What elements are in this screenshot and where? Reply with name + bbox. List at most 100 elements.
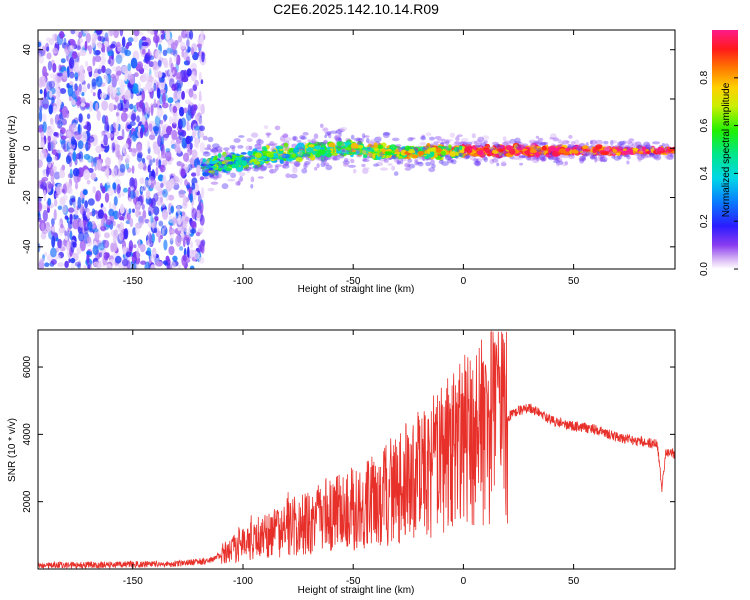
heatmap-cell (121, 36, 126, 48)
heatmap-cell (514, 155, 520, 161)
heatmap-cell (186, 39, 190, 48)
heatmap-cell (189, 135, 193, 142)
heatmap-cell (100, 92, 107, 99)
heatmap-cell (166, 47, 174, 54)
heatmap-cell (150, 217, 156, 229)
heatmap-cell (267, 153, 274, 158)
heatmap-cell (150, 214, 154, 224)
heatmap-cell (186, 56, 191, 66)
heatmap-cell (104, 168, 110, 177)
heatmap-cell (652, 141, 660, 145)
heatmap-cell (105, 219, 112, 226)
heatmap-cell (167, 40, 171, 49)
heatmap-cell (199, 125, 205, 132)
heatmap-cell (94, 32, 97, 41)
heatmap-marks (38, 30, 675, 269)
heatmap-cell (141, 90, 146, 102)
heatmap-cell (77, 140, 84, 150)
heatmap-cell (333, 135, 339, 140)
heatmap-cell (56, 183, 63, 195)
heatmap-cell (53, 105, 61, 112)
heatmap-cell (541, 145, 547, 151)
heatmap-cell (78, 113, 83, 123)
heatmap-cell (253, 167, 260, 172)
heatmap-cell (293, 136, 297, 141)
heatmap-cell (171, 122, 177, 129)
heatmap-cell (474, 144, 480, 148)
heatmap-cell (121, 128, 125, 140)
heatmap-cell (198, 90, 202, 100)
heatmap-cell (139, 99, 144, 109)
heatmap-cell (156, 87, 161, 99)
heatmap-cell (125, 154, 130, 165)
heatmap-cell (38, 110, 43, 123)
heatmap-cell (442, 141, 447, 145)
y-tick-label: 6000 (22, 355, 33, 378)
heatmap-cell (291, 153, 296, 158)
heatmap-cell (64, 260, 69, 268)
heatmap-cell (320, 123, 324, 128)
heatmap-cell (144, 261, 151, 269)
heatmap-cell (299, 135, 306, 140)
heatmap-cell (379, 151, 384, 158)
heatmap-cell (612, 149, 618, 153)
heatmap-cell (617, 155, 623, 160)
heatmap-cell (112, 220, 116, 227)
heatmap-cell (175, 234, 182, 247)
heatmap-cell (339, 152, 345, 159)
heatmap-cell (483, 156, 488, 163)
heatmap-cell (477, 150, 483, 156)
heatmap-cell (118, 231, 124, 241)
heatmap-cell (201, 52, 205, 63)
heatmap-cell (55, 192, 59, 199)
heatmap-cell (156, 99, 161, 110)
heatmap-cell (246, 162, 253, 166)
heatmap-cell (130, 57, 138, 69)
heatmap-cell (135, 208, 140, 218)
heatmap-cell (382, 131, 391, 136)
heatmap-cell (153, 143, 159, 154)
heatmap-cell (263, 125, 269, 130)
heatmap-cell (129, 73, 135, 85)
heatmap-cell (148, 61, 154, 68)
heatmap-cell (69, 230, 73, 240)
heatmap-cell (147, 164, 151, 173)
heatmap-cell (242, 168, 250, 171)
heatmap-cell (148, 179, 152, 186)
heatmap-cell (290, 143, 296, 147)
heatmap-cell (104, 192, 110, 203)
heatmap-cell (552, 137, 559, 142)
heatmap-cell (172, 255, 178, 262)
heatmap-cell (316, 163, 320, 169)
heatmap-cell (172, 216, 177, 227)
heatmap-cell (179, 176, 183, 185)
heatmap-cell (617, 141, 624, 146)
heatmap-cell (599, 156, 604, 163)
heatmap-cell (41, 222, 45, 232)
heatmap-cell (529, 148, 537, 154)
heatmap-cell (514, 144, 522, 149)
heatmap-cell (129, 121, 136, 127)
heatmap-cell (150, 92, 154, 99)
colorbar-tick-label: 0.2 (699, 214, 710, 228)
heatmap-cell (265, 163, 273, 169)
heatmap-cell (119, 123, 124, 133)
heatmap-cell (92, 228, 99, 233)
heatmap-cell (233, 138, 241, 143)
heatmap-cell (90, 172, 97, 180)
heatmap-cell (161, 159, 168, 166)
heatmap-cell (603, 151, 609, 154)
heatmap-cell (196, 43, 202, 48)
heatmap-cell (356, 137, 361, 141)
heatmap-cell (145, 102, 149, 114)
heatmap-cell (153, 206, 160, 216)
heatmap-cell (547, 156, 553, 160)
heatmap-cell (201, 176, 209, 180)
heatmap-cell (203, 151, 209, 154)
heatmap-cell (534, 152, 540, 158)
heatmap-cell (116, 70, 122, 76)
colorbar-tick-label: 0.0 (699, 262, 710, 276)
